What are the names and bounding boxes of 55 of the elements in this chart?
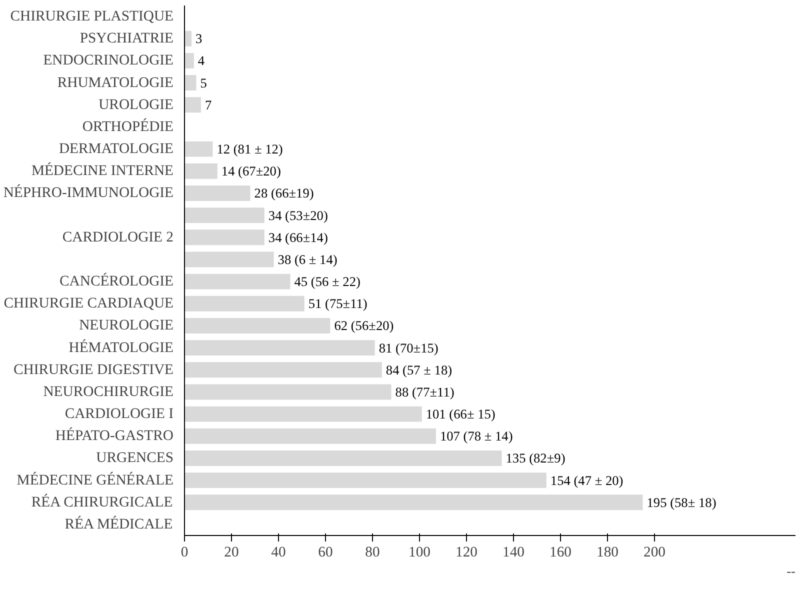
data-label: 107 (78 ± 14) bbox=[440, 428, 513, 444]
data-label: 51 (75±11) bbox=[308, 296, 368, 312]
data-label: 12 (81 ± 12) bbox=[216, 142, 283, 157]
y-tick-label: URGENCES bbox=[96, 450, 174, 466]
y-tick-label: RHUMATOLOGIE bbox=[57, 74, 174, 91]
y-tick-label: DERMATOLOGIE bbox=[58, 141, 174, 158]
y-tick-label: CANCÉROLOGIE bbox=[60, 272, 174, 290]
y-tick-label: HÉPATO-GASTRO bbox=[55, 427, 174, 444]
y-tick-label: CHIRURGIE DIGESTIVE bbox=[14, 362, 174, 378]
y-tick-label: CARDIOLOGIE 2 bbox=[62, 229, 174, 246]
data-label: 34 (53±20) bbox=[268, 208, 328, 223]
y-tick-label: CHIRURGIE PLASTIQUE bbox=[10, 8, 174, 25]
y-tick-label: ORTHOPÉDIE bbox=[82, 118, 174, 135]
data-label: 45 (56 ± 22) bbox=[294, 274, 360, 290]
data-label: 135 (82±9) bbox=[506, 450, 566, 466]
y-tick-label: NEUROCHIRURGIE bbox=[43, 384, 174, 400]
data-label: 154 (47 ± 20) bbox=[550, 472, 624, 488]
x-tick-label: 160 bbox=[550, 544, 572, 560]
y-tick-label: HÉMATOLOGIE bbox=[68, 338, 174, 356]
data-label: 3 bbox=[196, 31, 203, 46]
y-tick-label: MÉDECINE GÉNÉRALE bbox=[16, 471, 174, 488]
y-tick-label: NÉPHRO-IMMUNOLOGIE bbox=[3, 184, 174, 202]
x-tick-label: 60 bbox=[318, 544, 333, 560]
data-label: 38 (6 ± 14) bbox=[278, 252, 338, 267]
y-tick-label: RÉA MÉDICALE bbox=[64, 515, 173, 532]
x-tick-label: 20 bbox=[224, 544, 239, 560]
data-label: 7 bbox=[204, 97, 212, 112]
data-label: 34 (66±14) bbox=[268, 230, 328, 245]
data-label: 5 bbox=[200, 75, 208, 90]
data-label: 28 (66±19) bbox=[254, 186, 314, 201]
y-tick-label: PSYCHIATRIE bbox=[80, 30, 174, 47]
x-tick-label: 180 bbox=[596, 544, 618, 560]
data-label: 101 (66± 15) bbox=[426, 406, 496, 422]
data-label: 62 (56±20) bbox=[334, 318, 394, 334]
data-label: 14 (67±20) bbox=[221, 164, 281, 179]
data-label: 81 (70±15) bbox=[378, 340, 438, 356]
x-tick-label: 140 bbox=[502, 544, 524, 560]
y-tick-label: CHIRURGIE CARDIAQUE bbox=[4, 296, 174, 312]
x-tick-label: 80 bbox=[365, 544, 380, 560]
x-tick-label: 0 bbox=[180, 544, 188, 560]
y-tick-label: MÉDECINE INTERNE bbox=[31, 162, 174, 180]
data-label: 88 (77±11) bbox=[395, 384, 454, 400]
text: -- bbox=[786, 564, 796, 578]
x-tick-label: 40 bbox=[271, 544, 286, 560]
x-tick-label: 100 bbox=[408, 544, 430, 560]
data-label: 4 bbox=[198, 53, 205, 68]
data-label: 84 (57 ± 18) bbox=[386, 362, 452, 378]
data-label: 195 (58± 18) bbox=[646, 494, 716, 510]
y-tick-label: UROLOGIE bbox=[98, 96, 174, 113]
y-tick-label: RÉA CHIRURGICALE bbox=[31, 493, 173, 510]
y-tick-label: ENDOCRINOLOGIE bbox=[43, 52, 174, 69]
x-tick-label: 200 bbox=[644, 544, 666, 560]
y-tick-label: NEUROLOGIE bbox=[79, 318, 174, 334]
x-tick-label: 120 bbox=[456, 544, 478, 560]
y-tick-label: CARDIOLOGIE I bbox=[64, 406, 174, 422]
